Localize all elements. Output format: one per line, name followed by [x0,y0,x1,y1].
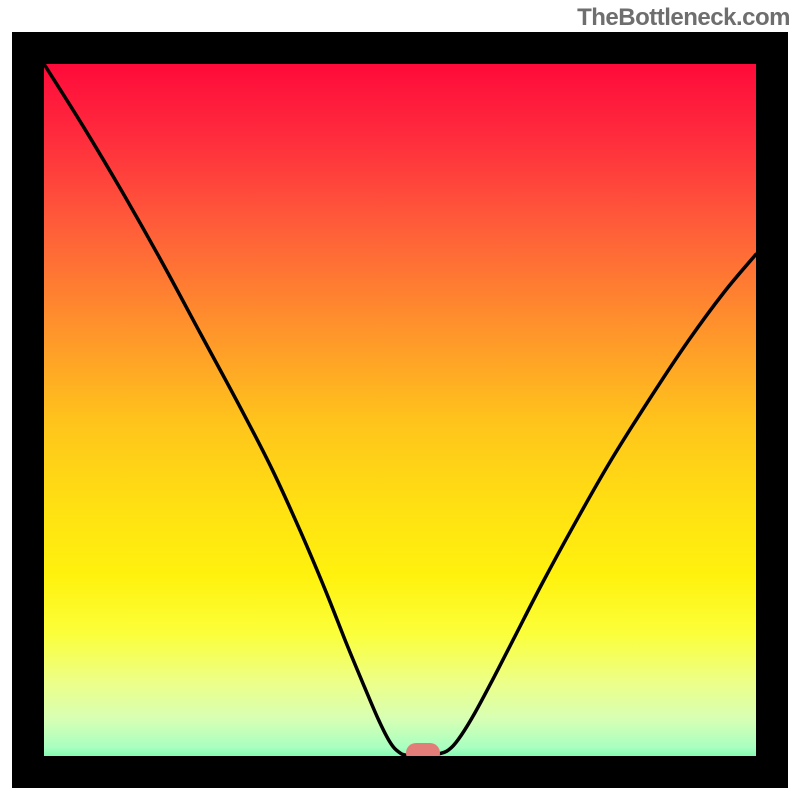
watermark-text: TheBottleneck.com [577,4,790,32]
bottleneck-curve [44,64,756,756]
optimal-point-marker [406,743,440,756]
plot-area [44,64,756,756]
chart-container: TheBottleneck.com [0,0,800,800]
